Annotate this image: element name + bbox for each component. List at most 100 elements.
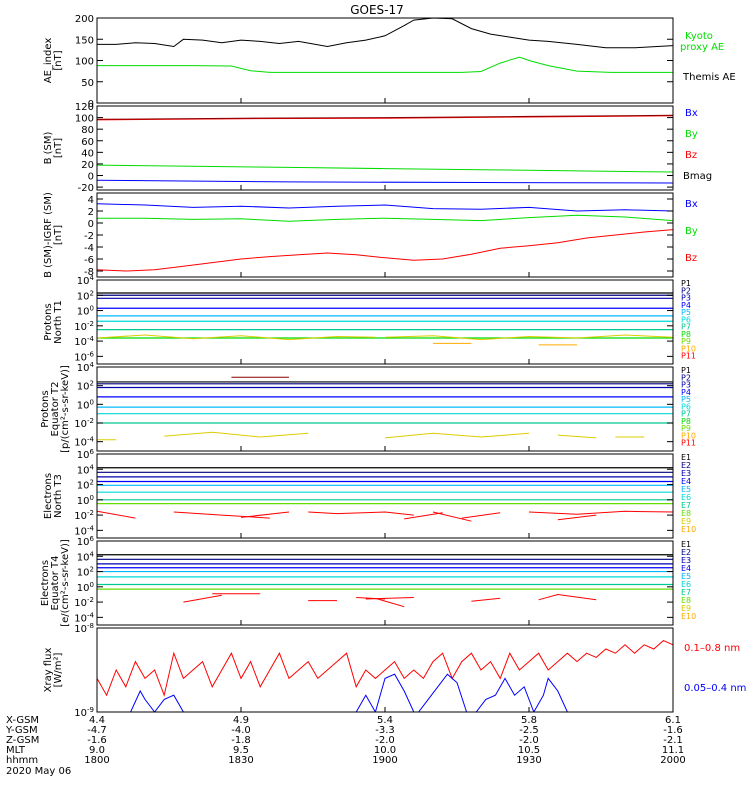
legend-bx: Bx [685, 199, 698, 210]
legend-themis: Themis AE [682, 72, 736, 83]
y-axis-label: [nT] [53, 50, 64, 70]
y-tick-label: 100 [75, 114, 94, 125]
legend-p4: P4 [681, 301, 691, 310]
axis-row-z-gsm-value: -1.6 [87, 735, 107, 746]
y-tick-label: 20 [81, 160, 94, 171]
y-tick-label: -2 [84, 231, 94, 242]
legend-p7: P7 [681, 323, 691, 332]
panel-frame [96, 366, 674, 452]
legend-e10: E10 [681, 612, 696, 621]
y-tick-label: 0 [88, 172, 94, 183]
legend-bz: Bz [685, 150, 697, 161]
y-tick-label: 10-4 [74, 524, 94, 537]
axis-row-hhmm-value: 1900 [372, 755, 397, 766]
legend-e2: E2 [681, 461, 691, 470]
y-tick-label: 100 [77, 494, 94, 507]
y-tick-label: 0 [88, 99, 94, 110]
axis-row-mlt-value: 10.5 [518, 745, 540, 756]
axis-row-x-gsm-value: 6.1 [665, 715, 681, 726]
x-axis-table: X-GSM 4.4 4.9 5.4 5.8 6.1Y-GSM -4.7 -4.0 -3.3 -2.… [5, 715, 686, 777]
axis-row-z-gsm-value: -1.8 [231, 735, 251, 746]
legend-p9: P9 [681, 337, 691, 346]
legend-by: By [685, 129, 698, 140]
series-0-05-0-4-nm-line-6 [533, 677, 568, 712]
y-axis-label: B (SM) [43, 131, 54, 164]
axis-row-y-gsm-label: Y-GSM [5, 725, 38, 736]
legend-p9: P9 [681, 424, 691, 433]
panel-electrons-equator: 10-4 10-2 100 102 104 106 Electrons Equator T4[… [40, 535, 696, 627]
series-e9-trace-line-0 [97, 510, 136, 519]
legend-p3: P3 [681, 294, 691, 303]
legend-e10: E10 [681, 525, 696, 534]
series-0-05-0-4-nm-line-3 [355, 673, 415, 712]
plot-area [97, 203, 673, 272]
series-p8-trace-line-2 [384, 432, 530, 439]
y-axis-label: [e/(cm²-s-sr-keV)] [60, 539, 71, 627]
series-themis-ae-line-0 [97, 18, 673, 49]
axis-row-hhmm-value: 2000 [660, 755, 685, 766]
y-tick-label: 10-9 [74, 706, 94, 719]
series-e9-trace-line-6 [461, 512, 501, 519]
legend-p5: P5 [681, 308, 691, 317]
y-tick-label: 10-2 [74, 596, 94, 609]
series-e9-trace-line-1 [173, 511, 270, 519]
legend-e7: E7 [681, 501, 691, 510]
legend-p2: P2 [681, 286, 691, 295]
y-tick-label: 10-4 [74, 611, 94, 624]
y-tick-label: 40 [81, 148, 94, 159]
y-axis-label: [nT] [53, 225, 64, 245]
panel-frame [96, 17, 674, 104]
y-axis-label: AE_index [43, 38, 54, 84]
series-kyoto-proxy-ae-line-0 [97, 56, 673, 73]
y-tick-label: 10-4 [74, 335, 94, 348]
series-p8-trace-line-1 [384, 334, 673, 341]
y-tick-label: 10-2 [74, 417, 94, 430]
y-axis-label: Xray flux [43, 648, 54, 693]
y-tick-label: 102 [77, 566, 94, 579]
axis-row-hhmm-value: 1930 [516, 755, 541, 766]
series-p8-trace-line-3 [557, 434, 597, 439]
axis-row-mlt-value: 10.0 [374, 745, 396, 756]
axis-row-y-gsm-value: -1.6 [663, 725, 683, 736]
axis-row-z-gsm-value: -2.0 [375, 735, 395, 746]
y-tick-label: 104 [77, 463, 95, 476]
series-0-05-0-4-nm-line-5 [475, 677, 535, 712]
axis-row-x-gsm-label: X-GSM [6, 715, 39, 726]
axis-row-x-gsm-value: 5.4 [377, 715, 393, 726]
legend-e9: E9 [681, 604, 691, 613]
y-tick-label: -4 [84, 243, 94, 254]
plot-area [97, 114, 673, 184]
series-0-05-0-4-nm-line-4 [418, 673, 468, 712]
series-e9-trace-line-2 [240, 511, 290, 518]
y-tick-label: -8 [84, 267, 94, 278]
plot-area [97, 376, 673, 441]
plot-area [97, 292, 673, 346]
series-bmag-line-0 [97, 114, 673, 120]
series-e9-trace-line-4 [365, 597, 414, 600]
legend-p5: P5 [681, 395, 691, 404]
y-tick-label: 100 [77, 581, 94, 594]
axis-row-mlt-value: 9.0 [89, 745, 105, 756]
series-bx-line-0 [97, 179, 673, 184]
axis-row-mlt-label: MLT [6, 745, 26, 756]
series-by-line-0 [97, 214, 673, 222]
y-tick-label: 104 [77, 361, 95, 374]
legend-e1: E1 [681, 453, 691, 462]
legend-p8: P8 [681, 417, 691, 426]
y-tick-label: -6 [84, 255, 94, 266]
y-axis-label: B (SM)-IGRF (SM) [43, 192, 54, 278]
series-e9-trace-line-5 [375, 597, 405, 608]
series-e9-trace-line-5 [432, 511, 472, 522]
legend-p11: P11 [681, 439, 696, 448]
y-axis-label: [p/(cm²-s-sr-keV)] [60, 365, 71, 453]
legend-by: By [685, 226, 698, 237]
y-tick-label: 50 [81, 78, 94, 89]
y-tick-label: 80 [81, 125, 94, 136]
y-tick-label: 10-6 [74, 350, 94, 363]
y-axis-label: Protons [40, 390, 51, 427]
legend-p10: P10 [681, 344, 696, 353]
y-tick-label: 100 [75, 57, 94, 68]
